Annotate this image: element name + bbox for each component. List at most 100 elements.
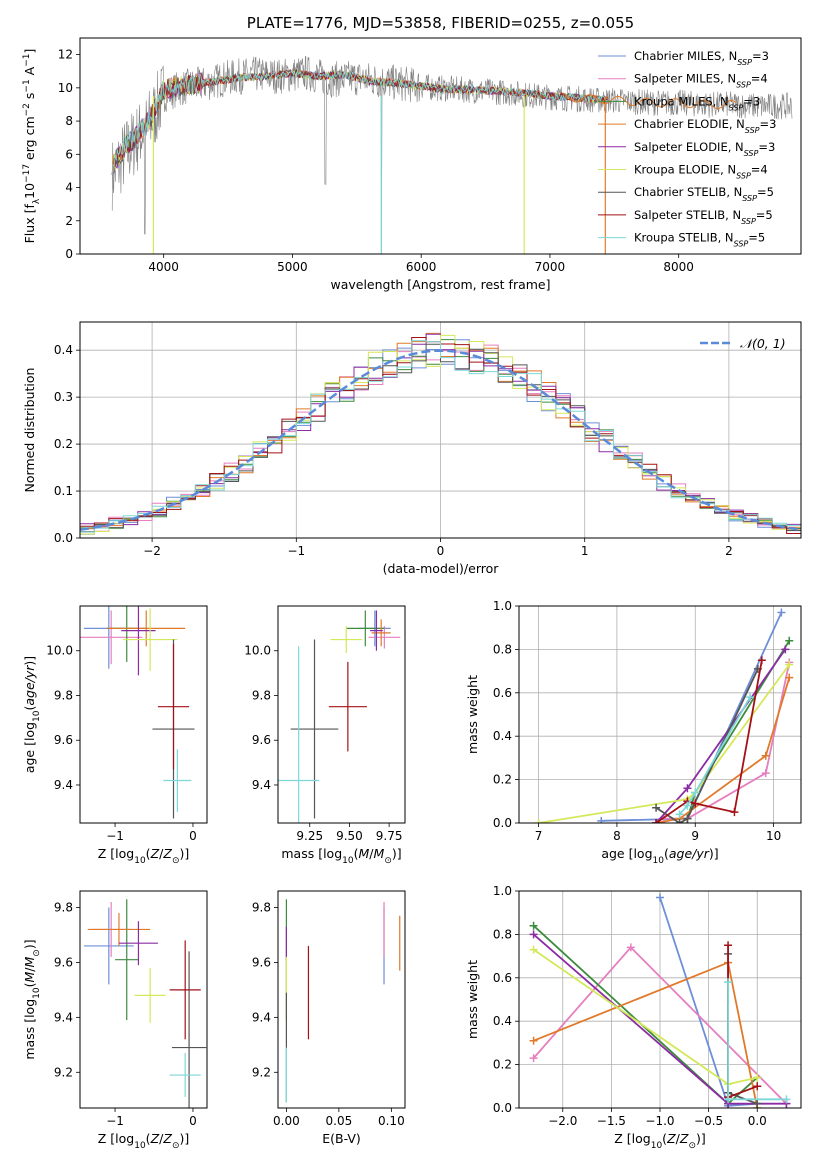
weight-line (655, 677, 791, 823)
x-axis-label: Z [log10(Z/Z⊙)] (98, 846, 190, 866)
legend-label: Chabrier ELODIE, NSSP=3 (634, 117, 776, 135)
y-tick-label: 10.0 (46, 644, 73, 658)
y-tick-label: 9.2 (54, 1065, 73, 1079)
y-tick-label: 0.2 (493, 773, 512, 787)
y-axis-label: Flux [fλ10−17 erg cm−2 s−1 A−1] (22, 49, 42, 244)
weight-series (534, 660, 794, 823)
x-tick-label: 9.25 (296, 829, 323, 843)
y-tick-label: 0.4 (54, 343, 73, 357)
spectrum-data-line (111, 56, 793, 254)
plus-marker (529, 1036, 538, 1045)
y-tick-label: 8 (65, 114, 73, 128)
plus-marker (652, 803, 661, 812)
error-point (169, 940, 201, 1040)
y-tick-label: 0.0 (493, 816, 512, 830)
x-tick-label: 10 (766, 829, 781, 843)
axes-frame (79, 37, 802, 255)
weight-series (652, 656, 766, 823)
y-axis-label: mass weight (465, 960, 480, 1039)
x-tick-label: 0.00 (273, 1114, 300, 1128)
plot-area (111, 56, 793, 254)
weight-line (532, 925, 758, 1105)
weight-line (533, 948, 758, 1086)
y-tick-label: 0.2 (54, 437, 73, 451)
error-point (80, 610, 143, 665)
y-tick-label: 0 (65, 247, 73, 261)
x-tick-label: 8 (613, 829, 621, 843)
error-point (370, 610, 383, 651)
y-tick-label: 9.8 (54, 688, 73, 702)
error-point (368, 626, 401, 649)
x-axis-label: wavelength [Angstrom, rest frame] (330, 277, 550, 292)
y-tick-label: 9.4 (54, 778, 73, 792)
plus-marker (529, 945, 538, 954)
plus-marker (529, 1054, 538, 1063)
legend-label: Salpeter MILES, NSSP=4 (634, 72, 768, 90)
x-tick-label: 8000 (663, 260, 694, 274)
plus-marker (683, 801, 692, 810)
error-point (83, 907, 134, 985)
plus-marker (597, 816, 606, 823)
plus-marker (746, 693, 755, 702)
plus-marker (534, 819, 543, 823)
plus-marker (724, 1095, 733, 1104)
x-tick-label: −1 (106, 829, 124, 843)
plus-marker (683, 784, 692, 793)
y-tick-label: 9.8 (54, 900, 73, 914)
error-point (87, 912, 151, 946)
x-tick-label: 7 (535, 829, 543, 843)
error-point (330, 626, 363, 653)
axes-massweight-vs-Z: −2.0 −1.5 −1.0 −0.5 0.0 0.0 0.2 0.4 0.6 0.8 1.0 Z [… (465, 884, 802, 1151)
x-tick-label: −1.5 (597, 1114, 626, 1128)
y-tick-label: 1.0 (493, 599, 512, 613)
axes-spectrum: 4000 5000 6000 7000 8000 0 2 4 6 8 10 12 PLATE=1776,… (22, 14, 802, 292)
weight-series (675, 693, 755, 819)
axes-frame (79, 605, 208, 824)
x-tick-label: −2 (143, 544, 161, 558)
y-tick-label: 9.6 (54, 733, 73, 747)
plus-marker (785, 673, 794, 682)
plus-marker (782, 1095, 791, 1104)
plus-marker (691, 799, 700, 808)
y-tick-label: 9.6 (252, 733, 271, 747)
error-point (328, 661, 367, 752)
legend-label: Kroupa MILES, NSSP=3 (634, 94, 760, 112)
plus-marker (753, 1073, 762, 1082)
axes-frame (79, 890, 208, 1109)
plus-marker (656, 893, 664, 902)
x-tick-label: 0 (189, 1114, 197, 1128)
legend-label: Chabrier STELIB, NSSP=5 (634, 185, 774, 203)
x-axis-label: Z [log10(Z/Z⊙)] (98, 1131, 190, 1151)
x-tick-label: 9.75 (376, 829, 403, 843)
axes-frame (277, 890, 406, 1109)
x-tick-label: 9 (691, 829, 699, 843)
plus-marker (675, 819, 684, 823)
plus-marker (683, 814, 692, 823)
y-tick-label: 4 (65, 181, 73, 195)
x-tick-label: −1 (287, 544, 305, 558)
y-tick-label: 9.4 (252, 778, 271, 792)
plus-marker (761, 751, 770, 760)
chart-title: PLATE=1776, MJD=53858, FIBERID=0255, z=0… (247, 14, 634, 32)
error-point (278, 646, 320, 823)
y-tick-label: 0.2 (493, 1058, 512, 1072)
y-tick-label: 0.6 (493, 686, 512, 700)
plot-area (285, 899, 401, 1103)
axes-frame (518, 605, 802, 824)
weight-series (529, 921, 762, 1108)
model-line (111, 68, 608, 176)
plus-marker (777, 608, 786, 617)
weight-line (655, 660, 763, 823)
y-tick-label: 0.8 (493, 927, 512, 941)
x-axis-label: mass [log10(M/M⊙)] (281, 846, 401, 866)
model-line-extension (562, 92, 737, 110)
axes-age-vs-mass: 9.25 9.50 9.75 9.4 9.6 9.8 10.0 mass [log10(M/M… (244, 605, 406, 866)
legend-label: Chabrier MILES, NSSP=3 (634, 49, 769, 67)
y-tick-label: 0.3 (54, 390, 73, 404)
plus-marker (691, 788, 700, 797)
gaussian-curve (80, 349, 799, 532)
plot-area (80, 606, 195, 819)
plus-marker (757, 656, 766, 665)
error-point (169, 1053, 201, 1098)
axes-age-vs-Z: −1 0 9.4 9.6 9.8 10.0 Z [log10(Z/Z⊙)] age [log1… (22, 605, 208, 866)
